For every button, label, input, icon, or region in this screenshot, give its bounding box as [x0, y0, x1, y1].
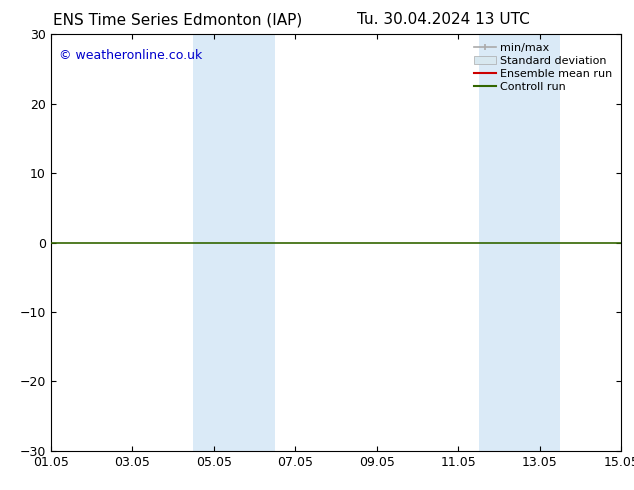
- Bar: [479, 34, 560, 451]
- Legend: min/max, Standard deviation, Ensemble mean run, Controll run: min/max, Standard deviation, Ensemble me…: [470, 40, 616, 95]
- Text: Tu. 30.04.2024 13 UTC: Tu. 30.04.2024 13 UTC: [358, 12, 530, 27]
- Text: © weatheronline.co.uk: © weatheronline.co.uk: [59, 49, 202, 62]
- Text: ENS Time Series Edmonton (IAP): ENS Time Series Edmonton (IAP): [53, 12, 302, 27]
- Bar: [193, 34, 275, 451]
